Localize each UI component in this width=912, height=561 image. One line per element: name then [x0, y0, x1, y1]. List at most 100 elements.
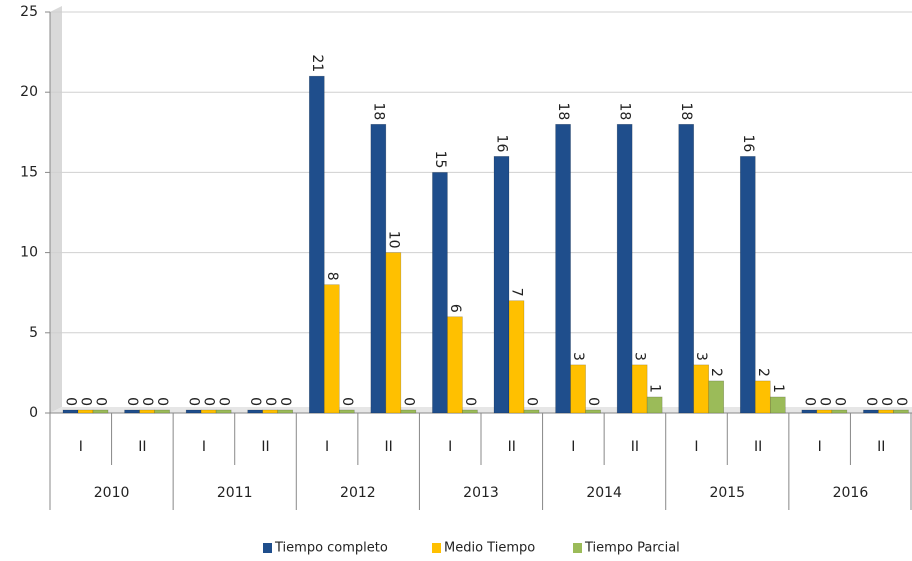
year-label: 2011	[217, 485, 253, 501]
bar	[370, 123, 387, 414]
x-tick-label: II	[138, 439, 146, 455]
year-label: 2014	[586, 485, 622, 501]
x-tick-label: I	[325, 439, 329, 455]
x-tick-label: I	[79, 439, 83, 455]
data-label: 0	[216, 397, 232, 406]
bar	[308, 75, 325, 414]
bar	[708, 380, 725, 414]
x-tick-label: I	[448, 439, 452, 455]
bar	[754, 380, 771, 414]
data-label: 18	[555, 102, 571, 120]
x-tick-label: II	[877, 439, 885, 455]
data-label: 1	[770, 384, 786, 393]
bar	[801, 409, 818, 414]
bar	[62, 409, 79, 414]
data-label: 0	[277, 397, 293, 406]
data-label: 15	[432, 151, 448, 169]
x-tick-label: II	[754, 439, 762, 455]
data-label: 18	[617, 102, 633, 120]
bar	[215, 409, 232, 414]
bar	[124, 409, 140, 414]
data-label: 0	[78, 397, 94, 406]
data-label: 1	[647, 384, 663, 393]
legend-label: Tiempo Parcial	[584, 541, 680, 556]
bar	[523, 409, 540, 414]
bar	[508, 300, 525, 414]
legend-swatch	[573, 543, 582, 553]
data-label: 7	[509, 288, 525, 297]
data-label: 0	[63, 397, 79, 406]
data-label: 21	[309, 54, 325, 72]
y-tick-label: 20	[20, 84, 38, 100]
bar	[92, 409, 109, 414]
legend-swatch	[432, 543, 441, 553]
year-label: 2015	[709, 485, 745, 501]
data-label: 3	[570, 352, 586, 361]
x-tick-label: I	[571, 439, 575, 455]
year-label: 2010	[94, 485, 130, 501]
data-label: 0	[893, 397, 909, 406]
legend-swatch	[263, 543, 272, 553]
legend-label: Medio Tiempo	[444, 541, 535, 556]
data-label: 0	[339, 397, 355, 406]
bar	[863, 409, 879, 414]
bar	[831, 409, 848, 414]
data-label: 0	[201, 397, 217, 406]
bar	[693, 364, 710, 414]
x-tick-label: II	[385, 439, 393, 455]
year-label: 2016	[833, 485, 869, 501]
data-label: 0	[585, 397, 601, 406]
y-tick-label: 25	[20, 4, 38, 20]
data-label: 16	[494, 135, 510, 153]
bar	[247, 409, 264, 414]
bar	[585, 409, 601, 414]
bar	[616, 123, 633, 414]
bar	[338, 409, 355, 414]
bar	[462, 409, 478, 414]
data-label: 0	[400, 397, 416, 406]
year-label: 2012	[340, 485, 376, 501]
bar	[154, 409, 170, 414]
data-label: 2	[708, 368, 724, 377]
data-label: 0	[863, 397, 879, 406]
data-label: 16	[740, 135, 756, 153]
bar	[400, 409, 417, 414]
x-tick-label: II	[261, 439, 269, 455]
x-tick-label: II	[508, 439, 516, 455]
data-label: 0	[878, 397, 894, 406]
bar	[323, 284, 340, 414]
data-label: 0	[139, 397, 155, 406]
bar	[893, 409, 909, 414]
back-wall	[50, 6, 62, 413]
x-tick-label: I	[818, 439, 822, 455]
bar	[878, 409, 894, 414]
bar	[432, 172, 448, 414]
data-label: 0	[124, 397, 140, 406]
data-label: 18	[678, 102, 694, 120]
bar	[277, 409, 294, 414]
bar	[631, 364, 648, 414]
bar	[570, 364, 586, 414]
data-label: 3	[632, 352, 648, 361]
data-label: 0	[186, 397, 202, 406]
data-label: 6	[447, 304, 463, 313]
bar	[493, 156, 510, 414]
data-label: 0	[801, 397, 817, 406]
bar	[447, 316, 463, 414]
bar	[739, 156, 756, 414]
bar	[200, 409, 217, 414]
bar	[769, 396, 786, 414]
data-label: 0	[154, 397, 170, 406]
y-tick-label: 0	[29, 405, 38, 421]
bar	[816, 409, 833, 414]
bar	[385, 252, 402, 414]
data-label: 0	[524, 397, 540, 406]
bar	[678, 123, 695, 414]
data-label: 0	[816, 397, 832, 406]
data-label: 3	[693, 352, 709, 361]
data-label: 2	[755, 368, 771, 377]
y-tick-label: 15	[20, 164, 38, 180]
data-label: 0	[262, 397, 278, 406]
data-label: 8	[324, 272, 340, 281]
